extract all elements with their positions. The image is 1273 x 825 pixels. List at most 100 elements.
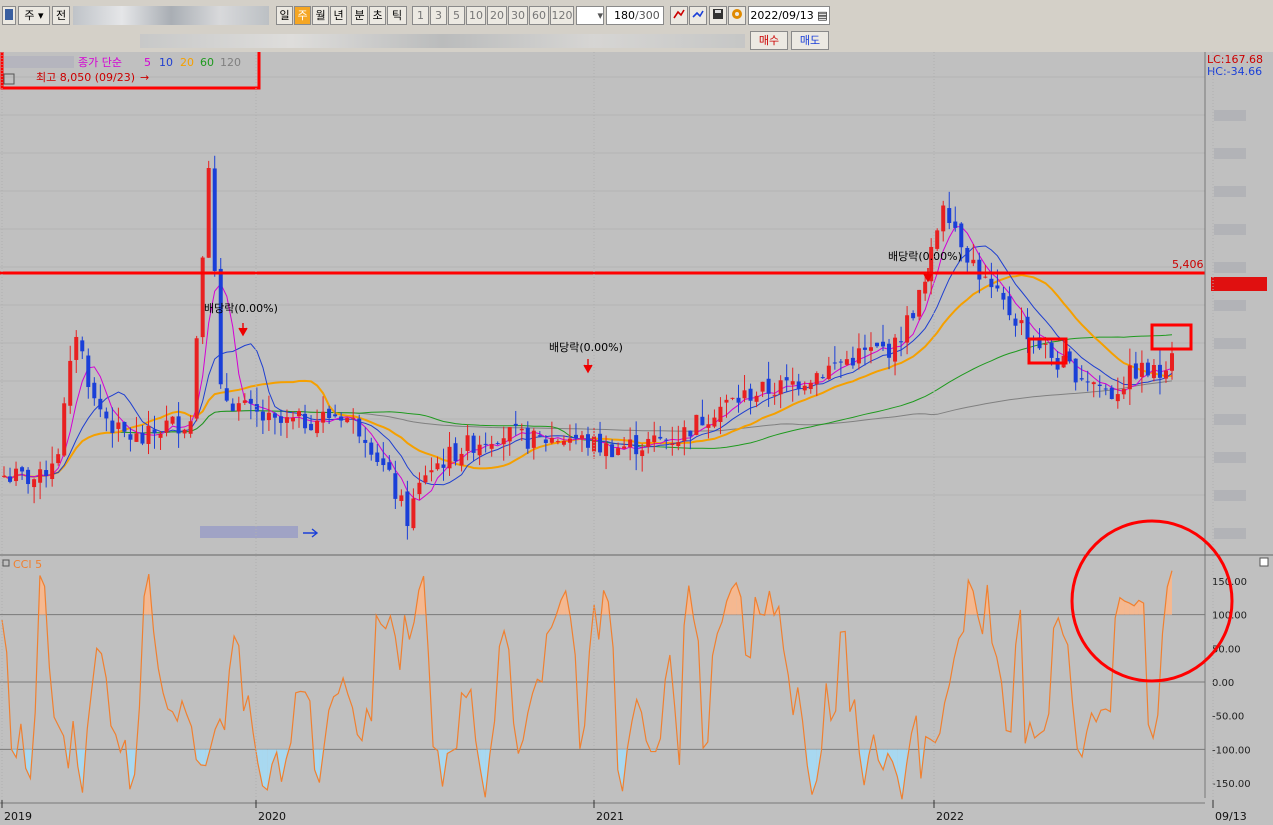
stock-name-field[interactable] xyxy=(73,6,269,25)
candle-body xyxy=(862,347,867,350)
x-tick-label: 2020 xyxy=(258,810,286,823)
y-tick-blur xyxy=(1214,414,1246,425)
low-price-note xyxy=(200,526,298,538)
candle-body xyxy=(935,230,940,249)
candle-body xyxy=(429,470,434,473)
logo-icon[interactable] xyxy=(2,6,16,25)
candle-body xyxy=(230,403,235,411)
candle-body xyxy=(670,443,675,446)
y-tick-blur xyxy=(1214,300,1246,311)
candle-body xyxy=(236,403,241,412)
candle-body xyxy=(682,427,687,441)
candle-body xyxy=(983,276,988,278)
arrow-right-icon xyxy=(303,528,319,538)
toolbar: 주 ▾ 전 일 주 월 년 분 초 틱 1 3 5 10 20 30 60 12… xyxy=(0,0,1273,32)
period-month[interactable]: 월 xyxy=(312,6,329,25)
sell-button[interactable]: 매도 xyxy=(791,31,829,50)
candle-body xyxy=(850,357,855,366)
cci-fill-segment xyxy=(897,749,902,800)
candle-body xyxy=(1133,363,1138,379)
dividend-note-2: 배당락(0.00%) xyxy=(549,341,623,354)
prev-button[interactable]: 전 xyxy=(52,6,70,25)
candle-body xyxy=(856,348,861,364)
close-pane-icon[interactable] xyxy=(1259,557,1269,567)
cci-fill-segment xyxy=(1129,603,1135,615)
stock-name-blur xyxy=(4,56,74,68)
candle-body xyxy=(971,259,976,264)
candle-body xyxy=(628,439,633,448)
period-select[interactable]: 주 ▾ xyxy=(18,6,50,25)
date-field[interactable]: 2022/09/13 ▤ xyxy=(748,6,830,25)
candle-body xyxy=(507,427,512,442)
settings-icon[interactable] xyxy=(728,6,746,25)
stock-chart[interactable]: 5,406 배당락(0.00%) 배당락(0.00%) 배당락(0.00%) 종… xyxy=(0,52,1273,825)
period-day[interactable]: 일 xyxy=(276,6,293,25)
candle-body xyxy=(1067,351,1072,362)
candle-body xyxy=(808,382,813,390)
candle-body xyxy=(260,411,265,421)
dividend-arrow-icon xyxy=(583,359,593,374)
cci-fill-segment xyxy=(39,575,45,615)
candle-body xyxy=(700,416,705,426)
candle-body xyxy=(748,388,753,401)
interval-3[interactable]: 3 xyxy=(430,6,447,25)
interval-10[interactable]: 10 xyxy=(466,6,486,25)
table-icon[interactable] xyxy=(3,73,15,85)
candle-body xyxy=(579,435,584,439)
interval-20[interactable]: 20 xyxy=(487,6,507,25)
candle-body xyxy=(832,362,837,364)
candle-body xyxy=(212,168,217,271)
period-year[interactable]: 년 xyxy=(330,6,347,25)
candle-body xyxy=(911,313,916,319)
candle-body xyxy=(742,390,747,399)
candle-body xyxy=(2,475,6,477)
candle-body xyxy=(345,417,350,423)
candle-body xyxy=(844,359,849,365)
period-tick[interactable]: 틱 xyxy=(387,6,407,25)
interval-5[interactable]: 5 xyxy=(448,6,465,25)
candle-body xyxy=(333,414,338,417)
interval-120[interactable]: 120 xyxy=(550,6,574,25)
candle-body xyxy=(164,420,169,433)
y-tick-blur xyxy=(1214,528,1246,539)
candle-body xyxy=(188,421,193,434)
cci-title: CCI 5 xyxy=(13,558,42,571)
buy-button[interactable]: 매수 xyxy=(750,31,788,50)
candle-body xyxy=(182,429,187,434)
candle-body xyxy=(989,278,994,288)
period-minute[interactable]: 분 xyxy=(351,6,368,25)
candle-body xyxy=(477,444,482,456)
candle-body xyxy=(200,257,205,338)
save-icon[interactable] xyxy=(709,6,727,25)
chart-tool-icon[interactable] xyxy=(670,6,688,25)
candle-body xyxy=(561,440,566,445)
candle-body xyxy=(730,397,735,399)
candle-body xyxy=(363,439,368,443)
interval-custom-select[interactable]: ▾ xyxy=(576,6,604,25)
period-second[interactable]: 초 xyxy=(369,6,386,25)
interval-30[interactable]: 30 xyxy=(508,6,528,25)
candle-body xyxy=(242,400,247,403)
candle-body xyxy=(393,473,398,499)
candle-body xyxy=(224,388,229,401)
cci-fill-segment xyxy=(314,749,320,783)
cci-fill-segment xyxy=(1119,597,1125,615)
candle-body xyxy=(206,168,211,258)
candle-body xyxy=(784,377,789,381)
candle-body xyxy=(573,434,578,439)
candle-body xyxy=(158,433,163,438)
period-week[interactable]: 주 xyxy=(294,6,311,25)
trend-icon[interactable] xyxy=(689,6,707,25)
candle-body xyxy=(941,205,946,232)
interval-60[interactable]: 60 xyxy=(529,6,549,25)
candle-body xyxy=(543,439,548,444)
interval-1[interactable]: 1 xyxy=(412,6,429,25)
count-field[interactable]: 180/300 xyxy=(606,6,664,25)
candle-body xyxy=(1121,389,1126,395)
candle-body xyxy=(290,417,295,422)
candle-body xyxy=(399,495,404,501)
dividend-note-3: 배당락(0.00%) xyxy=(888,250,962,263)
candle-body xyxy=(495,443,500,445)
cci-fill-segment xyxy=(418,576,424,615)
candle-body xyxy=(706,424,711,428)
